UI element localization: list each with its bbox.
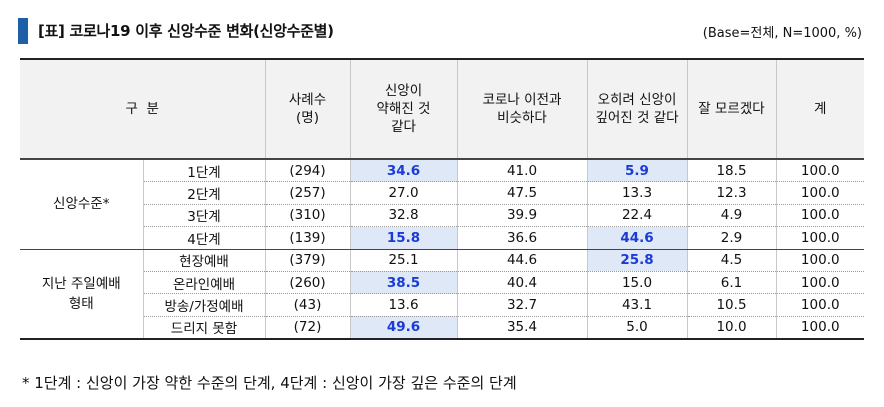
table-row: 드리지 못함 (72) 49.6 35.4 5.0 10.0 100.0 (20, 316, 864, 341)
header-division: 구 분 (20, 58, 266, 160)
cell-weakened: 25.1 (349, 249, 458, 272)
data-table: 구 분 사례수 (명) 신앙이 약해진 것 같다 코로나 이전과 비슷하다 오히… (20, 58, 864, 341)
cell-unknown: 10.0 (686, 316, 777, 341)
header-similar: 코로나 이전과 비슷하다 (456, 58, 588, 160)
cell-cases: (310) (264, 204, 351, 228)
cell-total: 100.0 (775, 293, 864, 317)
cell-similar: 47.5 (456, 181, 588, 205)
base-note: (Base=전체, N=1000, %) (702, 26, 862, 41)
cell-total: 100.0 (775, 181, 864, 205)
cell-similar: 39.9 (456, 204, 588, 228)
cell-cases: (260) (264, 271, 351, 295)
header-cases: 사례수 (명) (264, 58, 351, 160)
cell-deepened: 22.4 (586, 204, 688, 228)
header-deepened: 오히려 신앙이 깊어진 것 같다 (586, 58, 688, 160)
table-title: [표] 코로나19 이후 신앙수준 변화(신앙수준별) (38, 22, 334, 40)
row-label: 온라인예배 (142, 271, 266, 295)
cell-total: 100.0 (775, 204, 864, 228)
row-label: 2단계 (142, 181, 266, 205)
cell-cases: (72) (264, 316, 351, 341)
cell-total: 100.0 (775, 226, 864, 250)
cell-deepened: 43.1 (586, 293, 688, 317)
cell-deepened: 25.8 (586, 249, 688, 272)
cell-unknown: 10.5 (686, 293, 777, 317)
cell-similar: 41.0 (456, 159, 588, 183)
cell-weakened: 34.6 (349, 159, 458, 183)
cell-weakened: 15.8 (349, 226, 458, 250)
cell-similar: 36.6 (456, 226, 588, 250)
cell-weakened: 38.5 (349, 271, 458, 295)
cell-deepened: 5.0 (586, 316, 688, 341)
cell-similar: 35.4 (456, 316, 588, 341)
group-worship-type: 지난 주일예배 형태 (20, 249, 144, 341)
table-row: 방송/가정예배 (43) 13.6 32.7 43.1 10.5 100.0 (20, 293, 864, 317)
table-row: 온라인예배 (260) 38.5 40.4 15.0 6.1 100.0 (20, 271, 864, 295)
cell-similar: 44.6 (456, 249, 588, 272)
row-label: 1단계 (142, 159, 266, 183)
cell-total: 100.0 (775, 249, 864, 272)
group-faith-level: 신앙수준* (20, 159, 144, 250)
row-label: 3단계 (142, 204, 266, 228)
cell-unknown: 12.3 (686, 181, 777, 205)
header-total: 계 (775, 58, 864, 160)
header-row: 구 분 사례수 (명) 신앙이 약해진 것 같다 코로나 이전과 비슷하다 오히… (20, 58, 864, 160)
cell-weakened: 13.6 (349, 293, 458, 317)
cell-cases: (257) (264, 181, 351, 205)
cell-unknown: 6.1 (686, 271, 777, 295)
row-label: 4단계 (142, 226, 266, 250)
header-unknown: 잘 모르겠다 (686, 58, 777, 160)
cell-deepened: 44.6 (586, 226, 688, 250)
cell-unknown: 18.5 (686, 159, 777, 183)
cell-deepened: 15.0 (586, 271, 688, 295)
cell-weakened: 27.0 (349, 181, 458, 205)
cell-cases: (379) (264, 249, 351, 272)
table-row: 지난 주일예배 형태 현장예배 (379) 25.1 44.6 25.8 4.5… (20, 249, 864, 341)
row-label: 드리지 못함 (142, 316, 266, 341)
cell-cases: (294) (264, 159, 351, 183)
cell-unknown: 4.5 (686, 249, 777, 272)
header-weakened: 신앙이 약해진 것 같다 (349, 58, 458, 160)
cell-unknown: 2.9 (686, 226, 777, 250)
table-row: 4단계 (139) 15.8 36.6 44.6 2.9 100.0 (20, 226, 864, 250)
row-label: 현장예배 (142, 249, 266, 272)
cell-weakened: 49.6 (349, 316, 458, 341)
cell-similar: 32.7 (456, 293, 588, 317)
table-row: 2단계 (257) 27.0 47.5 13.3 12.3 100.0 (20, 181, 864, 205)
cell-cases: (43) (264, 293, 351, 317)
row-label: 방송/가정예배 (142, 293, 266, 317)
cell-total: 100.0 (775, 316, 864, 341)
cell-similar: 40.4 (456, 271, 588, 295)
cell-weakened: 32.8 (349, 204, 458, 228)
title-accent-bar (18, 18, 28, 44)
cell-total: 100.0 (775, 271, 864, 295)
cell-total: 100.0 (775, 159, 864, 183)
table-row: 신앙수준* 1단계 (294) 34.6 41.0 5.9 18.5 100.0 (20, 159, 864, 250)
footnote: * 1단계 : 신앙이 가장 약한 수준의 단계, 4단계 : 신앙이 가장 깊… (22, 374, 517, 392)
cell-unknown: 4.9 (686, 204, 777, 228)
cell-deepened: 5.9 (586, 159, 688, 183)
table-row: 3단계 (310) 32.8 39.9 22.4 4.9 100.0 (20, 204, 864, 228)
cell-cases: (139) (264, 226, 351, 250)
cell-deepened: 13.3 (586, 181, 688, 205)
